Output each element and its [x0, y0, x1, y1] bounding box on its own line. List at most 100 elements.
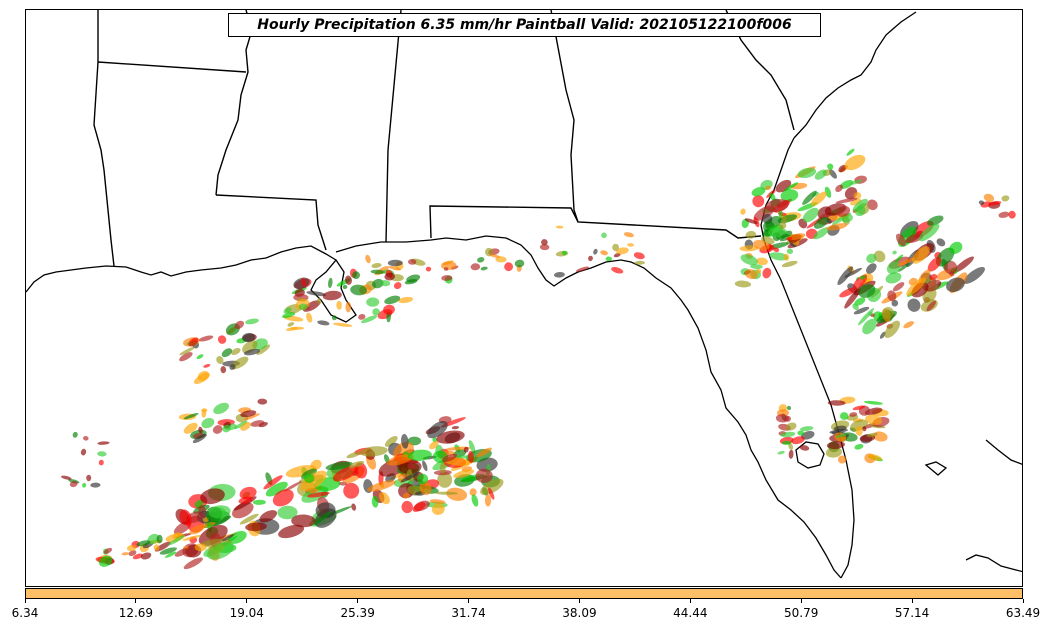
precip-paintball [407, 463, 416, 470]
precip-paintball [772, 247, 780, 253]
precip-paintball [378, 492, 390, 505]
precip-paintball [918, 223, 940, 242]
precip-paintball [287, 322, 295, 327]
colorbar-tick [357, 599, 359, 603]
precip-paintball [98, 459, 104, 466]
precip-paintball [849, 412, 858, 417]
precip-paintball [342, 284, 348, 290]
precip-paintball [593, 248, 598, 255]
precip-paintball [325, 461, 353, 470]
colorbar-tick [578, 599, 580, 603]
precip-paintball [854, 444, 864, 450]
precip-paintball [431, 503, 445, 515]
precip-paintball [777, 450, 785, 455]
precip-paintball [983, 193, 995, 202]
precip-paintball [799, 445, 810, 451]
precip-paintball [813, 227, 830, 240]
precip-paintball [153, 544, 160, 551]
precip-paintball [783, 253, 790, 261]
border-louisiana-mississippi [215, 194, 327, 251]
colorbar-tick-label: 50.79 [784, 606, 819, 620]
precip-paintball [282, 312, 296, 319]
precip-paintball [313, 511, 332, 526]
precip-paintball [825, 447, 842, 458]
border-texas-north [93, 10, 115, 267]
precip-paintball [866, 263, 877, 274]
precip-paintball [336, 300, 342, 310]
precip-paintball [839, 287, 857, 298]
precip-paintball [393, 282, 402, 290]
precip-paintball [333, 322, 353, 327]
precip-paintball [90, 482, 101, 488]
precip-paintball [826, 218, 832, 224]
lake-okeechobee [795, 441, 825, 469]
precip-paintball [927, 257, 942, 272]
precip-paintball [786, 248, 794, 255]
precip-paintball [388, 265, 401, 271]
border-arkansas-louisiana [97, 61, 247, 73]
precip-paintball [756, 268, 762, 274]
precip-paintball [441, 453, 458, 463]
precip-paintball [222, 424, 231, 433]
precip-paintball [837, 455, 847, 464]
precip-paintball [785, 422, 797, 431]
colorbar-tick [1022, 599, 1024, 603]
precip-paintball [784, 182, 799, 191]
precip-paintball [350, 284, 367, 296]
precip-paintball [475, 468, 493, 484]
precip-paintball [80, 448, 87, 456]
precip-paintball [304, 473, 315, 483]
precip-paintball [436, 430, 465, 444]
precip-paintball [272, 489, 294, 507]
precip-paintball [562, 250, 567, 256]
precip-paintball [924, 279, 942, 292]
precip-paintball [897, 257, 916, 266]
precip-paintball [781, 440, 792, 445]
colorbar-tick [689, 599, 691, 603]
coastline-texas-louisiana [26, 245, 357, 323]
colorbar-tick-label: 63.49 [1005, 606, 1041, 620]
colorbar-tick [24, 599, 26, 603]
colorbar [25, 588, 1023, 599]
precip-paintball [801, 430, 815, 440]
precip-paintball [348, 460, 365, 469]
precip-paintball [401, 433, 409, 449]
precip-paintball [463, 446, 469, 453]
precip-paintball [239, 486, 257, 500]
precip-paintball [227, 530, 247, 545]
precip-paintball [926, 300, 937, 312]
precip-paintball [179, 346, 195, 356]
precip-paintball [471, 494, 479, 507]
precip-paintball [156, 534, 163, 544]
precip-paintball [300, 470, 327, 492]
precip-paintball [886, 261, 901, 275]
precip-paintball [408, 258, 417, 265]
precip-paintball [366, 297, 380, 307]
precip-paintball [744, 218, 758, 224]
precip-paintball [193, 372, 210, 385]
precip-paintball [159, 547, 177, 555]
precip-paintball [278, 524, 305, 539]
coastline-atlantic [793, 11, 917, 139]
precip-paintball [797, 430, 805, 436]
precip-paintball [256, 344, 271, 355]
precip-paintball [359, 446, 388, 457]
precip-paintball [477, 257, 485, 263]
precip-paintball [231, 356, 249, 370]
precip-paintball [371, 495, 379, 508]
colorbar-tick [800, 599, 802, 603]
coastline-bahamas [985, 439, 1022, 465]
precip-paintball [788, 449, 794, 459]
precip-paintball [892, 282, 905, 292]
precip-paintball [489, 253, 501, 258]
precip-paintball [470, 263, 481, 271]
precip-paintball [409, 480, 414, 485]
precip-paintball [183, 413, 199, 420]
precip-paintball [351, 503, 357, 511]
precip-paintball [929, 274, 938, 281]
precip-paintball [740, 208, 746, 215]
precip-paintball [406, 274, 421, 283]
precip-paintball [936, 238, 946, 247]
precip-paintball [189, 524, 206, 535]
precip-paintball [307, 491, 330, 498]
